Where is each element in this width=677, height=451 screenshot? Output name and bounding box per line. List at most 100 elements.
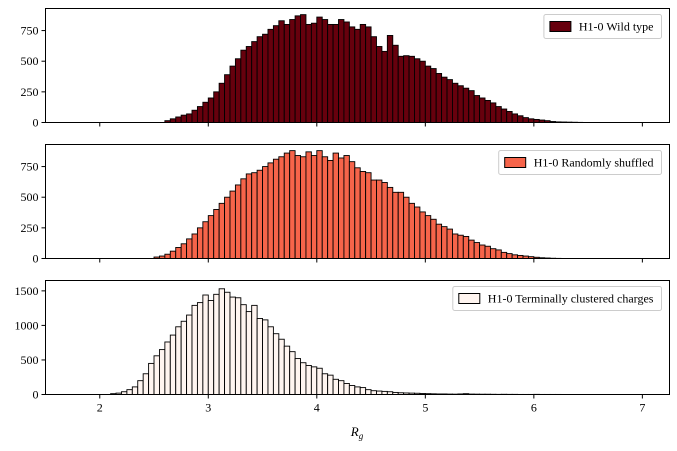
- histogram-bar: [229, 190, 236, 259]
- histogram-bar: [218, 202, 226, 259]
- histogram-bar: [452, 82, 459, 123]
- histogram-bar: [462, 235, 470, 259]
- histogram-bar: [202, 294, 209, 395]
- histogram-bar: [522, 117, 529, 123]
- histogram-bar: [489, 248, 497, 259]
- histogram-bar: [131, 386, 139, 395]
- histogram-bar: [359, 23, 367, 123]
- histogram-bar: [229, 65, 236, 123]
- y-tick-label: 0: [33, 388, 39, 402]
- histogram-bar: [414, 206, 421, 259]
- x-axis-label-subscript: g: [359, 431, 364, 441]
- histogram-bar: [300, 14, 307, 123]
- histogram-bar: [381, 50, 388, 123]
- histogram-bar: [343, 155, 350, 259]
- y-tick-label: 500: [21, 190, 39, 204]
- histogram-bar: [169, 250, 177, 259]
- histogram-bar: [234, 58, 242, 123]
- histogram-bar: [397, 191, 405, 259]
- histogram-bar: [245, 46, 253, 123]
- histogram-bar: [500, 108, 508, 123]
- histogram-bar: [272, 25, 280, 123]
- histogram-bar: [354, 386, 361, 395]
- legend-label: H1-0 Randomly shuffled: [534, 156, 654, 170]
- x-axis-randomly-shuffled: [99, 258, 643, 263]
- y-tick-label: 0: [33, 116, 39, 130]
- histogram-bar: [283, 345, 291, 395]
- histogram-bar: [224, 291, 231, 395]
- histogram-bar: [278, 20, 285, 123]
- histogram-bar: [283, 23, 291, 123]
- histogram-bar: [272, 333, 280, 395]
- histogram-bar: [435, 73, 443, 123]
- histogram-bar: [376, 179, 383, 259]
- panel-randomly-shuffled: 0 250 500 750 H1-0 Randomly shuffled: [21, 144, 670, 266]
- histogram-bar: [294, 155, 301, 259]
- legend-label: H1-0 Terminally clustered charges: [488, 292, 654, 306]
- histogram-bar: [484, 99, 491, 123]
- histogram-bar: [256, 36, 263, 123]
- y-tick-label: 0: [33, 252, 39, 266]
- histogram-bar: [202, 101, 209, 123]
- histogram-bar: [457, 85, 464, 123]
- histogram-bar: [196, 302, 204, 395]
- histogram-bar: [294, 15, 301, 123]
- histogram-bar: [376, 46, 383, 123]
- x-tick-label: 5: [422, 401, 428, 415]
- legend-terminally-clustered: H1-0 Terminally clustered charges: [452, 286, 662, 311]
- histogram-bar: [403, 55, 410, 123]
- histogram-bar: [229, 296, 236, 395]
- legend-wild-type: H1-0 Wild type: [543, 14, 663, 39]
- histogram-bar: [186, 238, 193, 259]
- histogram-bar: [441, 76, 448, 123]
- histogram-bar: [218, 288, 226, 395]
- y-tick-label: 1500: [15, 284, 39, 298]
- axes-frame-wild-type: [45, 8, 670, 123]
- histogram-bar: [272, 158, 280, 259]
- histogram-bar: [180, 243, 188, 259]
- histogram-bar: [310, 366, 318, 395]
- histogram-bar: [305, 151, 312, 259]
- histogram-bar: [327, 374, 334, 395]
- histogram-bar: [234, 184, 242, 259]
- histogram-bar: [473, 242, 481, 259]
- histogram-bar: [386, 186, 394, 259]
- histogram-bar: [169, 118, 177, 123]
- y-axis-randomly-shuffled: 0 250 500 750: [21, 160, 46, 266]
- y-tick-label: 250: [21, 85, 39, 99]
- histogram-bar: [332, 23, 339, 123]
- legend-randomly-shuffled: H1-0 Randomly shuffled: [498, 150, 663, 175]
- histogram-bar: [424, 65, 432, 123]
- histogram-bar: [327, 23, 334, 123]
- y-axis-wild-type: 0 250 500 750: [21, 24, 46, 130]
- histogram-bar: [283, 152, 291, 259]
- histogram-bar: [207, 97, 215, 123]
- histogram-bar: [267, 162, 274, 259]
- histogram-bar: [267, 326, 274, 395]
- histogram-bar: [343, 383, 350, 395]
- histogram-bar: [370, 179, 377, 259]
- histogram-bar: [495, 106, 502, 123]
- y-axis-terminally-clustered: 0 500 1000 1500: [15, 284, 46, 402]
- x-tick-label: 3: [205, 401, 211, 415]
- histogram-bar: [240, 178, 247, 259]
- histogram-bar: [343, 21, 350, 123]
- histogram-bar: [289, 150, 296, 259]
- histogram-bar: [294, 358, 301, 395]
- histogram-bar: [462, 87, 470, 123]
- legend-frame: [543, 14, 663, 39]
- histogram-bar: [175, 326, 182, 395]
- histogram-bar: [354, 28, 361, 123]
- histogram-bar: [354, 167, 361, 259]
- legend-frame: [452, 286, 662, 311]
- histogram-bar: [180, 320, 188, 395]
- histogram-bar: [392, 191, 399, 259]
- histogram-bar: [196, 227, 204, 259]
- histogram-bar: [245, 173, 253, 259]
- histogram-bar: [332, 378, 339, 395]
- axes-frame-terminally-clustered: [45, 280, 670, 395]
- histogram-bar: [148, 362, 155, 395]
- histogram-bar: [506, 253, 513, 259]
- histogram-bar: [473, 95, 481, 123]
